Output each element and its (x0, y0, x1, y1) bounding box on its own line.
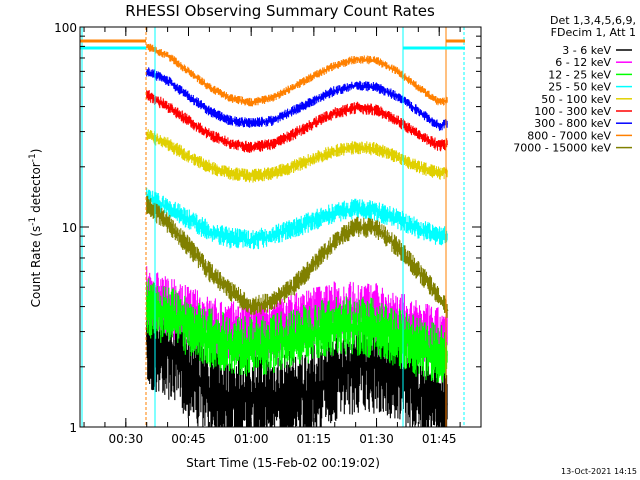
series-50-100kev (146, 129, 448, 183)
series-line (146, 305, 448, 356)
legend-label: 50 - 100 keV (541, 93, 611, 106)
series-25-50kev (146, 187, 448, 250)
legend-label: 800 - 7000 keV (527, 129, 611, 142)
legend-label: 25 - 50 keV (548, 81, 611, 94)
x-tick-label: 00:45 (171, 432, 206, 446)
series-line (146, 343, 448, 406)
timestamp: 13-Oct-2021 14:15 (561, 467, 637, 476)
x-tick-label: 01:30 (359, 432, 394, 446)
y-axis-label: Count Rate (s-1 detector-1) (28, 149, 43, 308)
series-line (146, 203, 449, 312)
series-100-300kev (146, 90, 448, 153)
legend: Det 1,3,4,5,6,9,FDecim 1, Att 1 3 - 6 keV… (513, 14, 636, 155)
series-line (146, 93, 448, 149)
series-300-800kev (146, 67, 448, 131)
x-tick-label: 01:15 (297, 432, 332, 446)
x-tick-label: 01:00 (234, 432, 269, 446)
series-7000-15000kev (146, 195, 449, 318)
y-tick-label: 100 (54, 21, 77, 35)
series-line (146, 196, 448, 242)
chart-title: RHESSI Observing Summary Count Rates (125, 2, 435, 20)
series-layer (146, 43, 449, 427)
legend-header: FDecim 1, Att 1 (551, 26, 636, 39)
x-axis-label: Start Time (15-Feb-02 00:19:02) (186, 456, 380, 470)
legend-label: 7000 - 15000 keV (513, 142, 611, 155)
x-tick-label: 01:45 (422, 432, 457, 446)
series-spikes (146, 129, 448, 183)
legend-label: 100 - 300 keV (534, 105, 611, 118)
legend-label: 12 - 25 keV (548, 68, 611, 81)
series-line (146, 133, 448, 177)
series-12-25kev (146, 278, 448, 383)
legend-label: 300 - 800 keV (534, 117, 611, 130)
legend-label: 6 - 12 keV (555, 56, 611, 69)
legend-label: 3 - 6 keV (562, 44, 611, 57)
series-line (146, 45, 448, 104)
x-tick-label: 00:30 (109, 432, 144, 446)
series-spikes (146, 187, 448, 250)
legend-header: Det 1,3,4,5,6,9, (550, 14, 636, 27)
axes-layer: 1 10 100 00:30 00:45 01:00 01:15 01:30 01:45 (54, 21, 482, 446)
series-800-7000kev (146, 43, 448, 107)
series-line (146, 70, 448, 128)
series-3-6kev (146, 300, 448, 427)
y-tick-label: 1 (69, 421, 77, 435)
y-tick-label: 10 (62, 221, 77, 235)
series-spikes (146, 278, 448, 383)
